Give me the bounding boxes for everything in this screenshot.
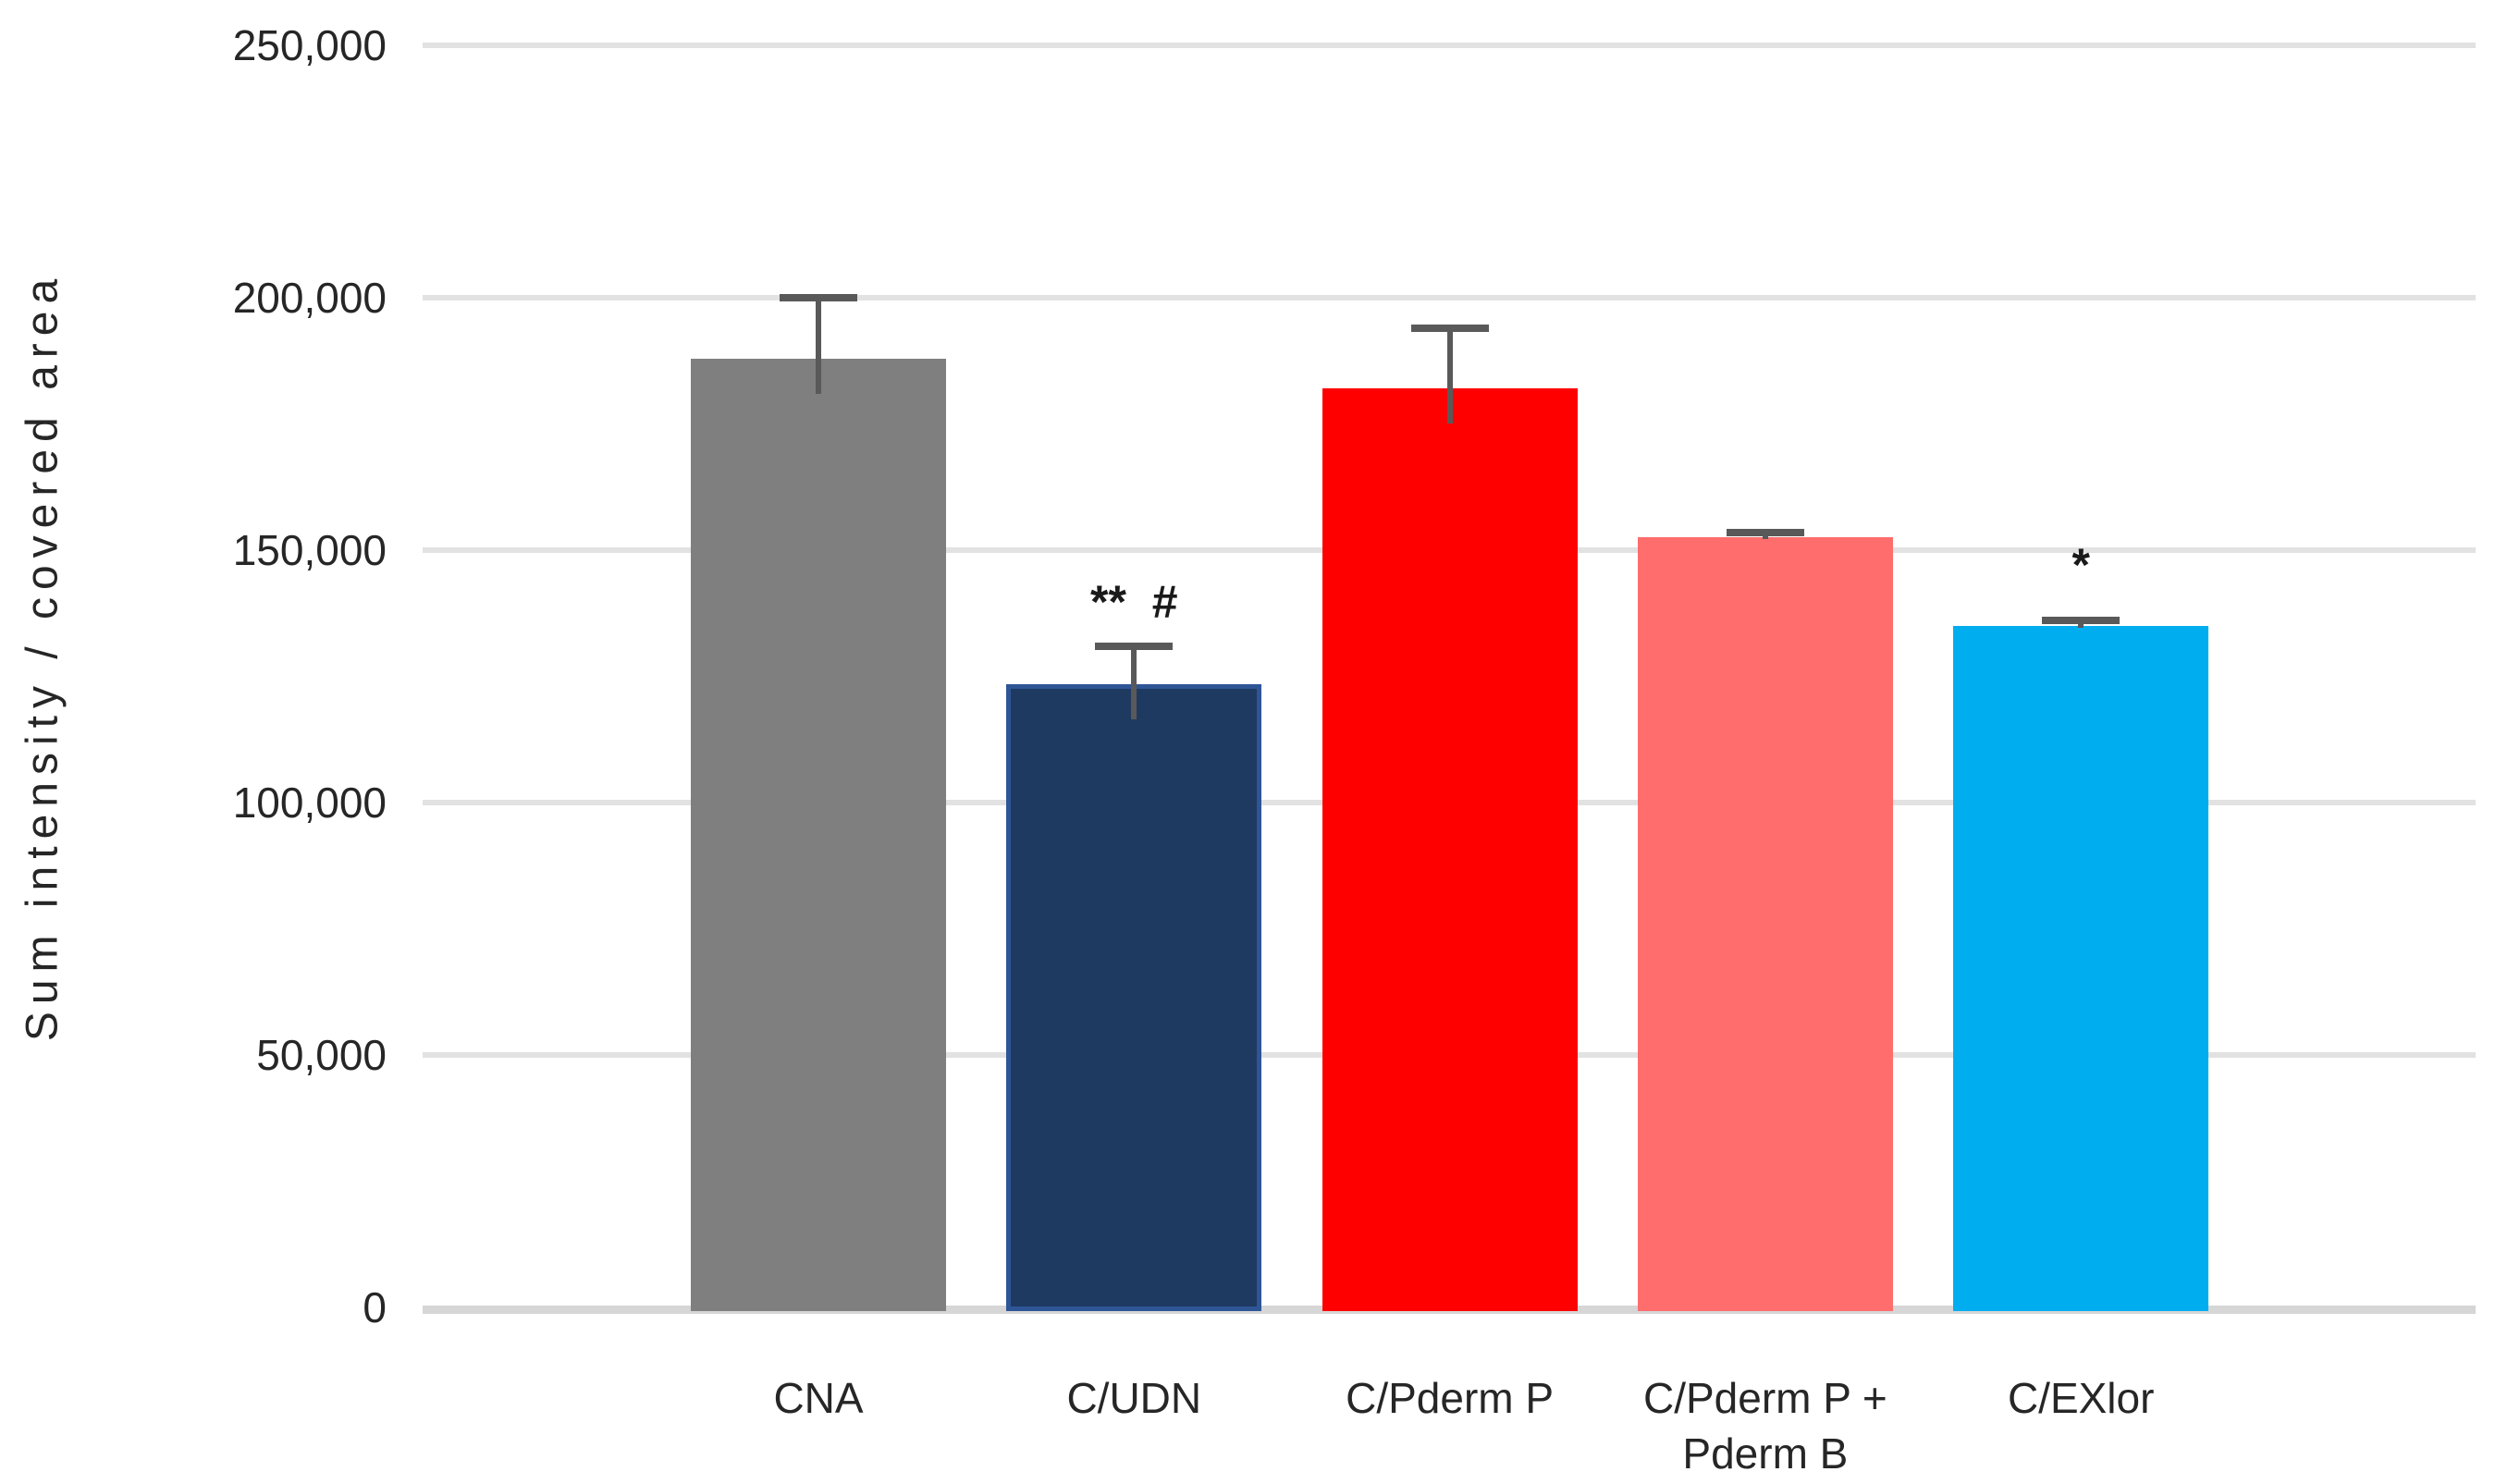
y-tick-label: 150,000 <box>232 526 387 574</box>
gridline <box>423 43 2476 48</box>
x-category-label: CNA <box>773 1374 864 1422</box>
error-bar-cap <box>1726 528 1804 536</box>
y-tick-label: 100,000 <box>232 779 387 827</box>
error-bar-line <box>1131 645 1137 719</box>
error-bar-line <box>816 298 821 394</box>
significance-annotation: ** # <box>1090 576 1178 628</box>
gridline <box>423 295 2476 300</box>
x-category-label: C/UDN <box>1066 1374 1202 1422</box>
bar-C/Pderm P <box>1322 388 1578 1311</box>
error-bar-cap <box>2042 617 2121 625</box>
y-tick-label: 50,000 <box>256 1031 387 1079</box>
bar-C/EXlor <box>1953 625 2209 1311</box>
error-bar-cap <box>1410 324 1489 332</box>
x-category-label: C/Pderm P + Pderm B <box>1643 1374 1887 1478</box>
y-axis-title: Sum intensity / covered area <box>18 271 68 1042</box>
y-tick-label: 250,000 <box>232 21 387 69</box>
error-bar-cap <box>1095 642 1174 650</box>
x-category-label: C/EXlor <box>2007 1374 2155 1422</box>
y-tick-label: 200,000 <box>232 274 387 322</box>
significance-annotation: * <box>2072 539 2090 591</box>
bar-C/UDN <box>1006 683 1262 1311</box>
y-tick-label: 0 <box>363 1283 387 1331</box>
x-category-label: C/Pderm P <box>1346 1374 1555 1422</box>
bar-C/Pderm P + <box>1637 537 1893 1311</box>
bar-CNA <box>691 358 946 1311</box>
error-bar-cap <box>780 294 857 301</box>
error-bar-line <box>1446 327 1453 424</box>
